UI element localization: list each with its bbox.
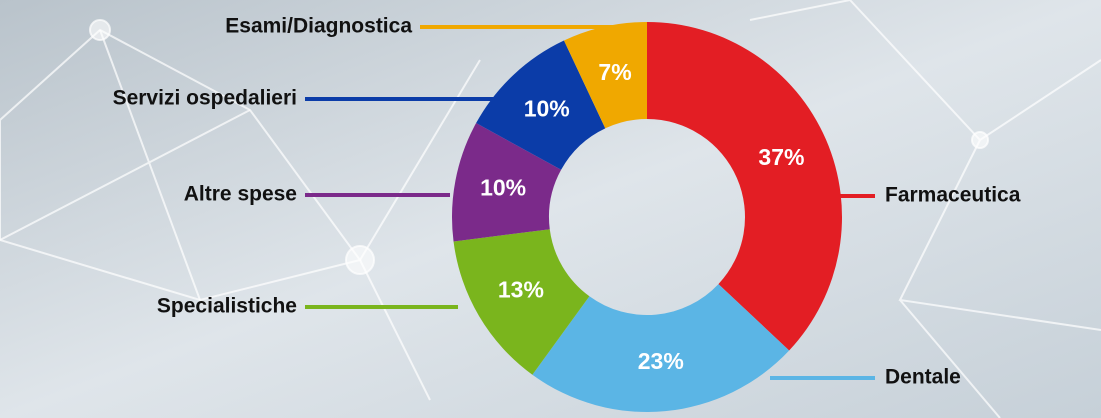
value-label: 23%: [638, 348, 684, 374]
legend-label: Servizi ospedalieri: [113, 87, 297, 110]
legend-label: Esami/Diagnostica: [225, 15, 412, 38]
value-label: 10%: [480, 175, 526, 201]
chart: 37% Farmaceutica 23% Dentale 13% Specialistic…: [0, 0, 1101, 418]
value-label: 13%: [498, 277, 544, 303]
value-label: 10%: [524, 95, 570, 121]
legend-label: Specialistiche: [157, 295, 297, 318]
value-label: 7%: [598, 59, 631, 85]
legend-label: Altre spese: [184, 183, 297, 206]
legend-label: Dentale: [885, 366, 961, 389]
legend-label: Farmaceutica: [885, 184, 1021, 207]
value-label: 37%: [758, 144, 804, 170]
